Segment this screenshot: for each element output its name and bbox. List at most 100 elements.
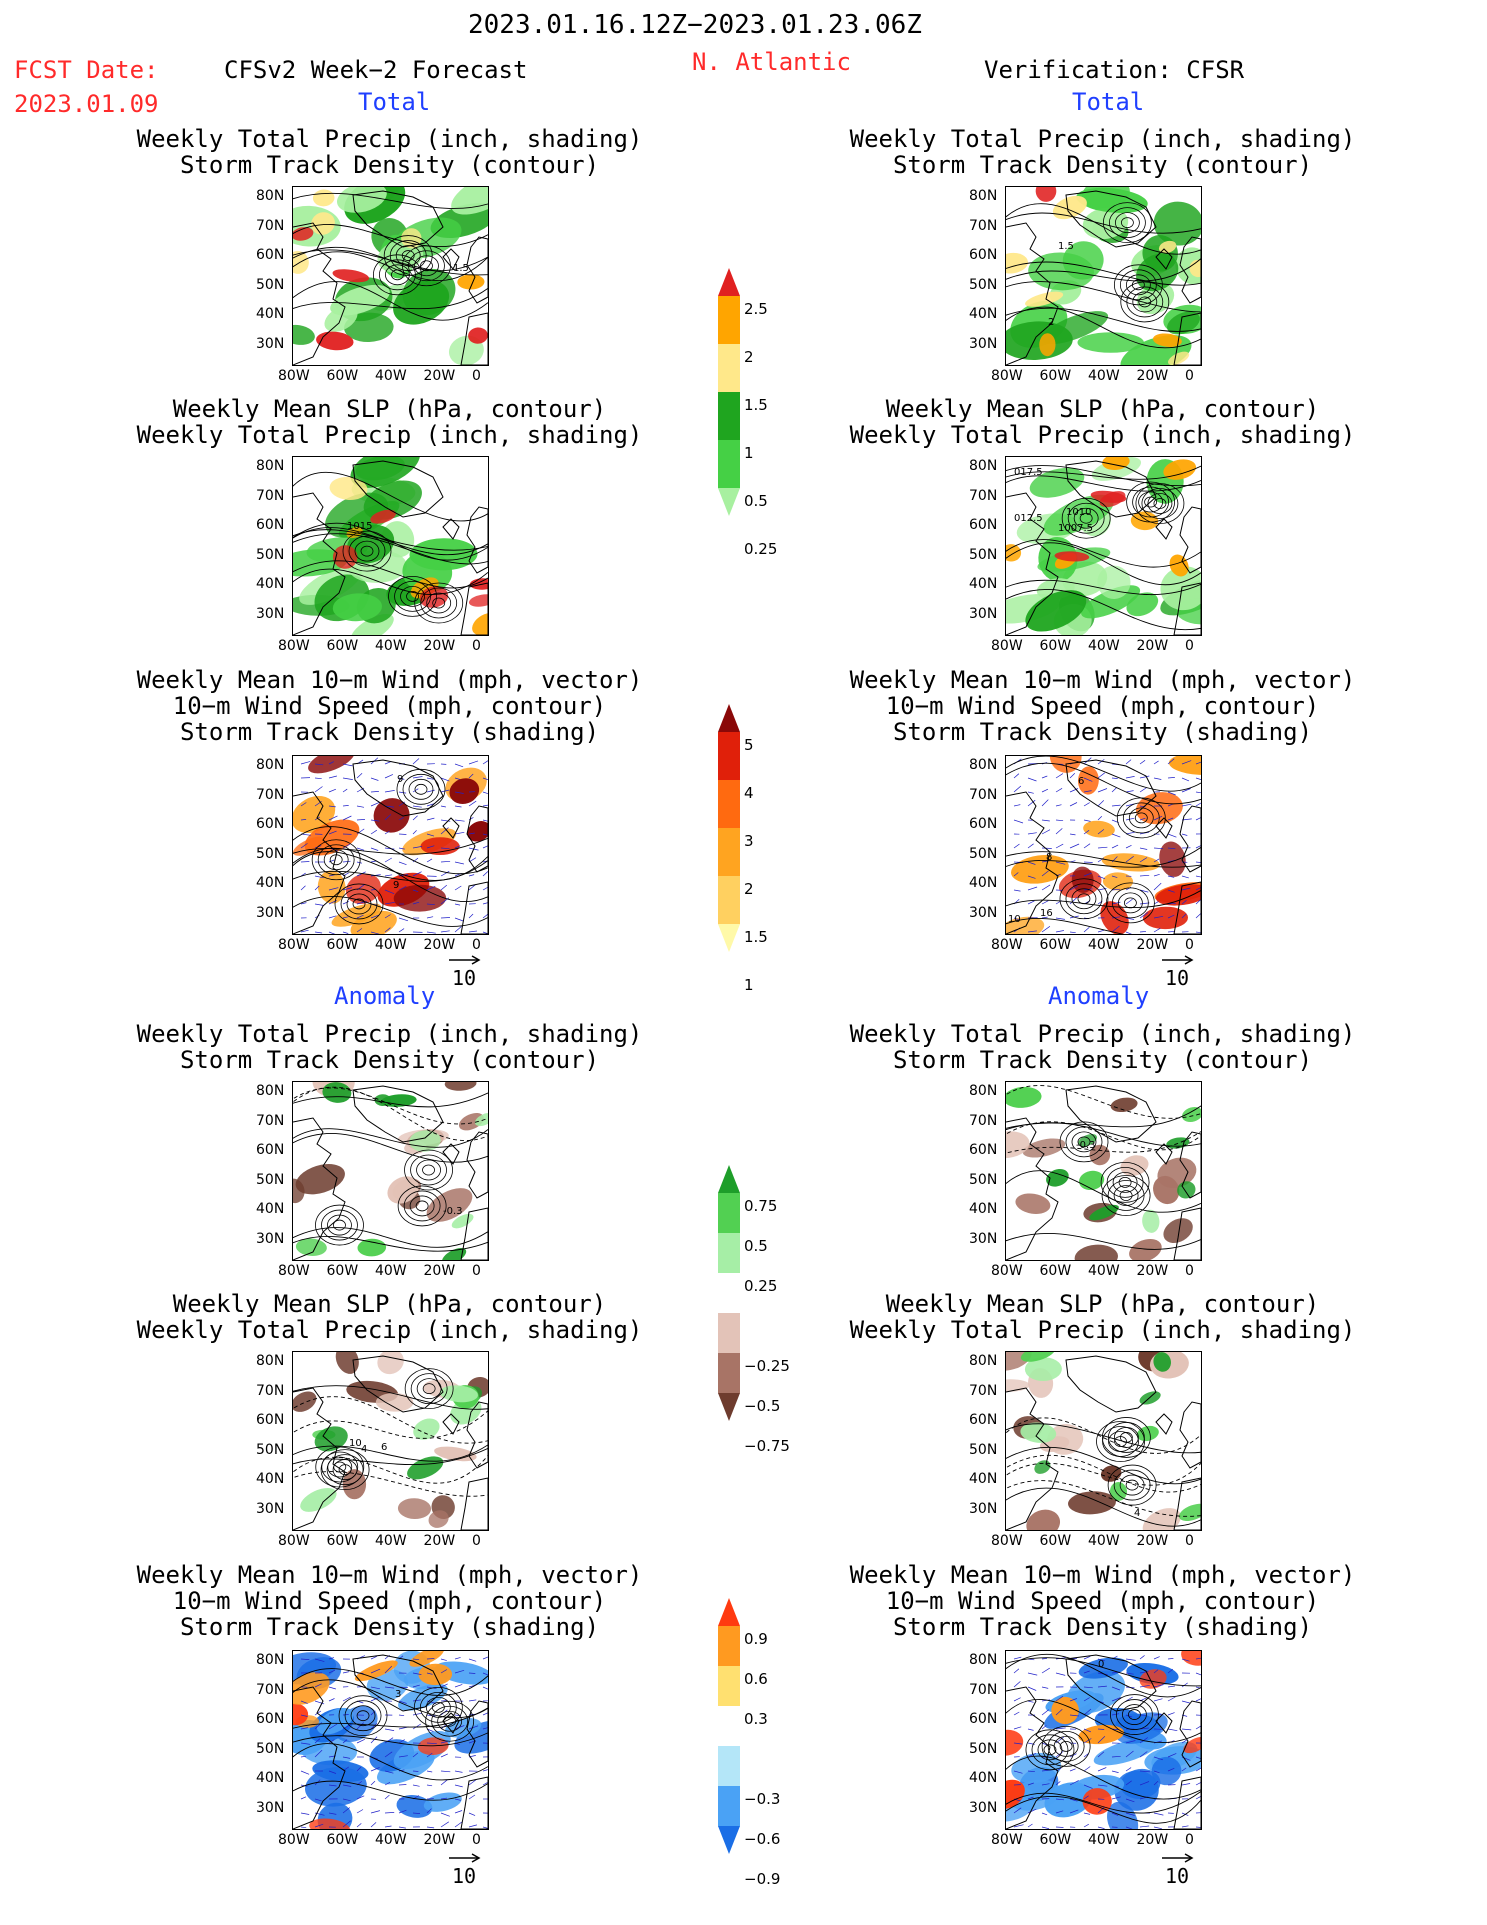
colorbar-top-triangle	[718, 1165, 740, 1193]
fcst-date-value: 2023.01.09	[14, 90, 159, 118]
lon-tick-label: 20W	[423, 368, 456, 384]
lon-tick-label: 80W	[991, 1832, 1023, 1848]
lon-tick-label: 0	[1185, 1832, 1194, 1848]
lon-tick-label: 60W	[326, 368, 359, 384]
map-field: -0.3	[1006, 1085, 1201, 1260]
lon-tick-label: 20W	[423, 1263, 456, 1279]
region-title: N. Atlantic	[692, 48, 851, 76]
colorbar-segment	[718, 1666, 740, 1707]
lat-tick-label: 30N	[256, 335, 285, 352]
lat-tick-label: 50N	[256, 546, 285, 563]
lat-tick-label: 30N	[969, 605, 998, 622]
contour-label: 6	[1078, 776, 1084, 787]
fcst-date-label: FCST Date:	[14, 56, 159, 84]
forecast-map-precip: 1.5	[292, 186, 489, 366]
panel-title-line: Storm Track Density (contour)	[179, 151, 600, 179]
colorbar-segment	[718, 1746, 740, 1787]
section-anomaly-right: Anomaly	[1048, 982, 1150, 1010]
colorbar-segment	[718, 1353, 740, 1394]
lon-tick-label: 40W	[375, 937, 407, 953]
panel-title-line: Weekly Total Precip (inch, shading)	[849, 125, 1356, 153]
lat-tick-label: 40N	[256, 576, 285, 592]
lat-tick-label: 40N	[256, 1770, 285, 1786]
lat-tick-label: 70N	[256, 217, 285, 234]
panel-title-line: Weekly Total Precip (inch, shading)	[136, 1316, 643, 1344]
contour-label: 10	[1008, 914, 1021, 925]
contour-label: 4	[361, 1444, 367, 1455]
colorbar-label: 0.6	[744, 1670, 768, 1688]
colorbar-label: 2	[744, 880, 754, 898]
lon-tick-label: 80W	[278, 1533, 310, 1549]
lat-tick-label: 30N	[256, 1230, 285, 1247]
colorbar-label: 1	[744, 976, 754, 994]
lat-tick-label: 70N	[256, 1382, 285, 1399]
lat-tick-label: 40N	[969, 1201, 998, 1217]
lon-tick-label: 20W	[1136, 638, 1169, 654]
lat-tick-label: 70N	[256, 786, 285, 803]
lon-tick-label: 0	[472, 1263, 481, 1279]
contour-label: 017.5	[1014, 467, 1043, 478]
lat-tick-label: 50N	[256, 1171, 285, 1188]
panel-title-line: Weekly Mean SLP (hPa, contour)	[172, 1290, 607, 1318]
period-title: 2023.01.16.12Z−2023.01.23.06Z	[468, 10, 922, 40]
lon-tick-label: 0	[1185, 638, 1194, 654]
contour-label: 1015	[347, 521, 372, 532]
lon-tick-label: 80W	[278, 937, 310, 953]
map-field: 1.52	[1006, 187, 1201, 365]
verification-map-precip: 1.5 2	[1005, 186, 1202, 366]
lon-tick-label: 80W	[991, 1533, 1023, 1549]
lon-tick-label: 60W	[1039, 368, 1072, 384]
lon-tick-label: 20W	[1136, 368, 1169, 384]
colorbar-label: 1	[744, 444, 754, 462]
verification-map-slp: 017.5 012.5 1010 1007.5	[1005, 456, 1202, 636]
lon-tick-label: 80W	[278, 1263, 310, 1279]
panel-title: Weekly Mean 10−m Wind (mph, vector) 10−m …	[90, 1562, 690, 1640]
lat-tick-label: 60N	[256, 1412, 285, 1428]
panel-title: Weekly Mean SLP (hPa, contour) Weekly Tot…	[803, 1291, 1403, 1343]
colorbar-segment	[718, 440, 740, 489]
colorbar-segment	[718, 732, 740, 781]
contour-label: 2	[1048, 317, 1054, 328]
section-total-right: Total	[1072, 88, 1145, 116]
colorbar-bottom-triangle	[718, 924, 740, 952]
forecast-title: CFSv2 Week−2 Forecast	[224, 56, 528, 84]
colorbar-segment	[718, 1193, 740, 1234]
lat-tick-label: 40N	[969, 875, 998, 891]
colorbar-label: −0.5	[744, 1397, 781, 1415]
panel-title-line: 10−m Wind Speed (mph, contour)	[885, 1587, 1320, 1615]
lat-tick-label: 30N	[969, 904, 998, 921]
lat-tick-label: 40N	[256, 1471, 285, 1487]
lat-tick-label: 80N	[969, 1083, 998, 1099]
lat-tick-label: 70N	[969, 786, 998, 803]
colorbar-segment	[718, 876, 740, 925]
lon-tick-label: 80W	[991, 638, 1023, 654]
lat-tick-label: 80N	[969, 757, 998, 773]
lon-tick-label: 20W	[423, 937, 456, 953]
colorbar-segment	[718, 296, 740, 345]
panel-title-line: Weekly Mean 10−m Wind (mph, vector)	[849, 666, 1356, 694]
lat-tick-label: 60N	[256, 1142, 285, 1158]
panel-title-line: 10−m Wind Speed (mph, contour)	[172, 692, 607, 720]
colorbar-label: 0.9	[744, 1630, 768, 1648]
panel-title-line: Storm Track Density (shading)	[892, 1613, 1313, 1641]
contour-label: 4	[1134, 1508, 1140, 1519]
lon-tick-label: 20W	[423, 638, 456, 654]
verification-map-wind-anomaly: 0	[1005, 1650, 1202, 1830]
lon-tick-label: 60W	[1039, 1533, 1072, 1549]
panel-title-line: Storm Track Density (shading)	[179, 718, 600, 746]
colorbar-bottom-triangle	[718, 488, 740, 516]
contour-label: 1010	[1066, 507, 1091, 518]
colorbar-label: 0.5	[744, 492, 768, 510]
lat-tick-label: 70N	[256, 1681, 285, 1698]
colorbar-segment	[718, 828, 740, 877]
lat-tick-label: 30N	[256, 904, 285, 921]
colorbar-segment	[718, 1706, 740, 1747]
map-field: 104 6	[293, 1352, 488, 1530]
panel-title-line: Storm Track Density (shading)	[179, 1613, 600, 1641]
vector-ref-label: 10	[452, 1864, 477, 1888]
contour-label: 1007.5	[1058, 523, 1093, 534]
contour-label: 16	[1040, 908, 1053, 919]
vector-arrow-icon	[1162, 1853, 1194, 1863]
panel-title: Weekly Total Precip (inch, shading) Storm…	[90, 126, 690, 178]
lat-tick-label: 40N	[969, 306, 998, 322]
